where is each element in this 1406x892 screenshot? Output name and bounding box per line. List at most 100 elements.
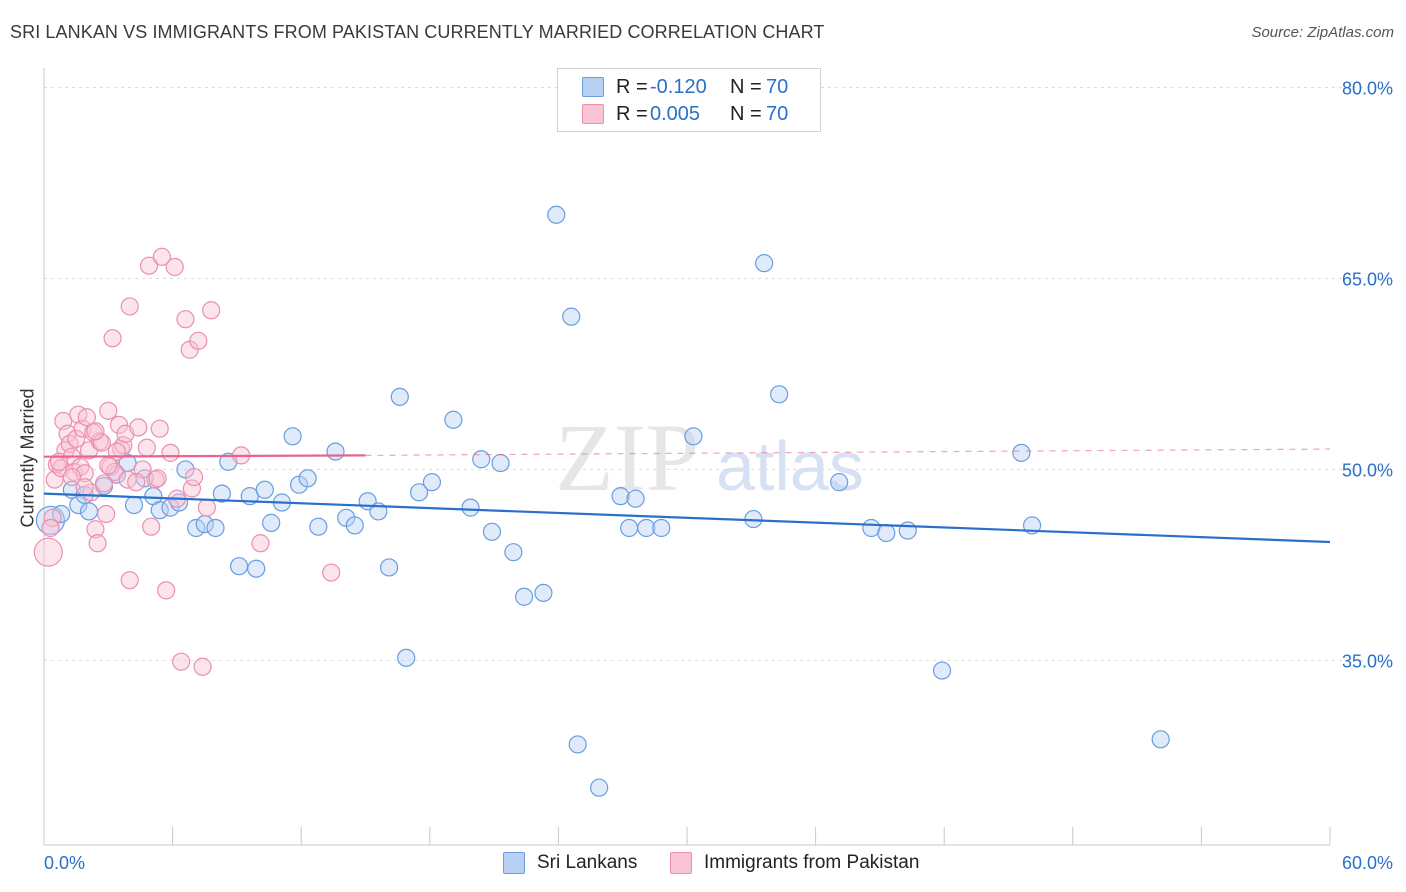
point-pakistan (109, 415, 129, 434)
point-sri-lankans (461, 498, 480, 517)
watermark: ZIP atlas (555, 404, 864, 511)
n-value: 70 (766, 102, 789, 125)
point-sri-lankans (79, 502, 99, 521)
point-pakistan (94, 474, 114, 493)
y-tick-label: 35.0% (1342, 651, 1393, 671)
tick-labels: 35.0% 50.0% 65.0% 80.0% 0.0% 60.0% (44, 78, 1393, 873)
point-sri-lankans (1151, 730, 1170, 749)
legend-item-sri-lankans[interactable]: Sri Lankans (503, 852, 637, 874)
point-sri-lankans (150, 501, 169, 520)
series-sri-lankans (35, 205, 1170, 797)
point-sri-lankans (898, 521, 917, 540)
point-sri-lankans (611, 487, 630, 506)
point-pakistan (150, 419, 169, 438)
legend-label: Sri Lankans (537, 852, 638, 873)
point-pakistan (202, 301, 221, 320)
point-sri-lankans (262, 513, 281, 532)
point-sri-lankans (626, 489, 645, 508)
point-sri-lankans (515, 587, 534, 606)
point-pakistan (322, 563, 341, 582)
trend-line-pakistan (43, 454, 366, 458)
point-sri-lankans (212, 484, 231, 503)
point-pakistan (137, 438, 156, 457)
point-pakistan (120, 297, 139, 316)
point-sri-lankans (309, 517, 328, 536)
point-pakistan (88, 534, 107, 553)
point-pakistan (139, 256, 159, 275)
legend-item-pakistan[interactable]: Immigrants from Pakistan (670, 852, 919, 874)
point-sri-lankans (326, 442, 345, 461)
point-pakistan (165, 257, 184, 277)
point-sri-lankans (1012, 443, 1031, 462)
r-value: -0.120 (650, 75, 707, 98)
point-pakistan (142, 517, 161, 536)
point-pakistan (92, 433, 111, 452)
point-sri-lankans (652, 518, 671, 538)
point-sri-lankans (684, 427, 703, 446)
point-sri-lankans (620, 518, 639, 538)
point-sri-lankans (830, 473, 849, 492)
point-sri-lankans (379, 558, 399, 577)
n-value: 70 (766, 75, 789, 98)
trend-lines (43, 448, 1331, 544)
point-sri-lankans (590, 778, 609, 797)
point-sri-lankans (390, 387, 409, 406)
point-sri-lankans (283, 427, 302, 446)
point-sri-lankans (932, 661, 952, 680)
x-tick-label-max: 60.0% (1342, 853, 1393, 873)
trend-line-pakistan-extension (365, 448, 1331, 457)
point-pakistan (161, 443, 180, 462)
point-pakistan (184, 467, 204, 487)
point-sri-lankans (534, 583, 553, 603)
legend-swatch-blue (582, 77, 604, 97)
point-sri-lankans (187, 518, 206, 538)
chart-title: SRI LANKAN VS IMMIGRANTS FROM PAKISTAN C… (10, 22, 825, 42)
point-sri-lankans (482, 522, 502, 541)
point-sri-lankans (229, 557, 249, 576)
y-tick-label: 50.0% (1342, 460, 1393, 480)
point-pakistan (197, 498, 216, 517)
point-sri-lankans (444, 410, 463, 429)
point-pakistan (62, 467, 81, 487)
point-sri-lankans (298, 469, 317, 488)
point-pakistan (97, 504, 116, 524)
point-pakistan (41, 518, 60, 538)
point-sri-lankans (409, 483, 429, 502)
point-pakistan (182, 479, 201, 498)
point-pakistan (127, 473, 146, 492)
x-tick-label-min: 0.0% (44, 853, 85, 873)
point-pakistan (251, 534, 270, 553)
point-pakistan (193, 657, 212, 676)
point-pakistan (99, 401, 118, 420)
point-sri-lankans (637, 518, 656, 538)
point-sri-lankans (472, 450, 491, 469)
point-sri-lankans (562, 307, 581, 326)
point-pakistan (129, 418, 148, 437)
point-sri-lankans (504, 543, 523, 562)
point-pakistan (75, 478, 94, 497)
point-sri-lankans (877, 523, 896, 543)
y-axis-label: Currently Married (17, 388, 38, 528)
trend-line-sri-lankans (43, 492, 1331, 544)
series-legend: Sri Lankans Immigrants from Pakistan (0, 852, 1406, 878)
point-sri-lankans (422, 473, 442, 492)
legend-swatch-pink (670, 852, 692, 874)
point-sri-lankans (345, 516, 364, 535)
point-pakistan (77, 408, 96, 427)
point-pakistan (148, 469, 167, 488)
point-sri-lankans (568, 735, 587, 754)
point-pakistan (67, 429, 86, 448)
point-sri-lankans (547, 205, 566, 224)
point-pakistan (86, 520, 105, 539)
r-label: R = (616, 75, 648, 98)
legend-swatch-blue (503, 852, 525, 874)
point-sri-lankans (770, 385, 789, 404)
point-sri-lankans (255, 480, 274, 499)
point-sri-lankans (491, 453, 510, 473)
r-label: R = (616, 102, 648, 125)
n-label: N = (730, 102, 762, 125)
point-sri-lankans (69, 495, 88, 515)
legend-swatch-pink (582, 104, 604, 124)
n-label: N = (730, 75, 762, 98)
